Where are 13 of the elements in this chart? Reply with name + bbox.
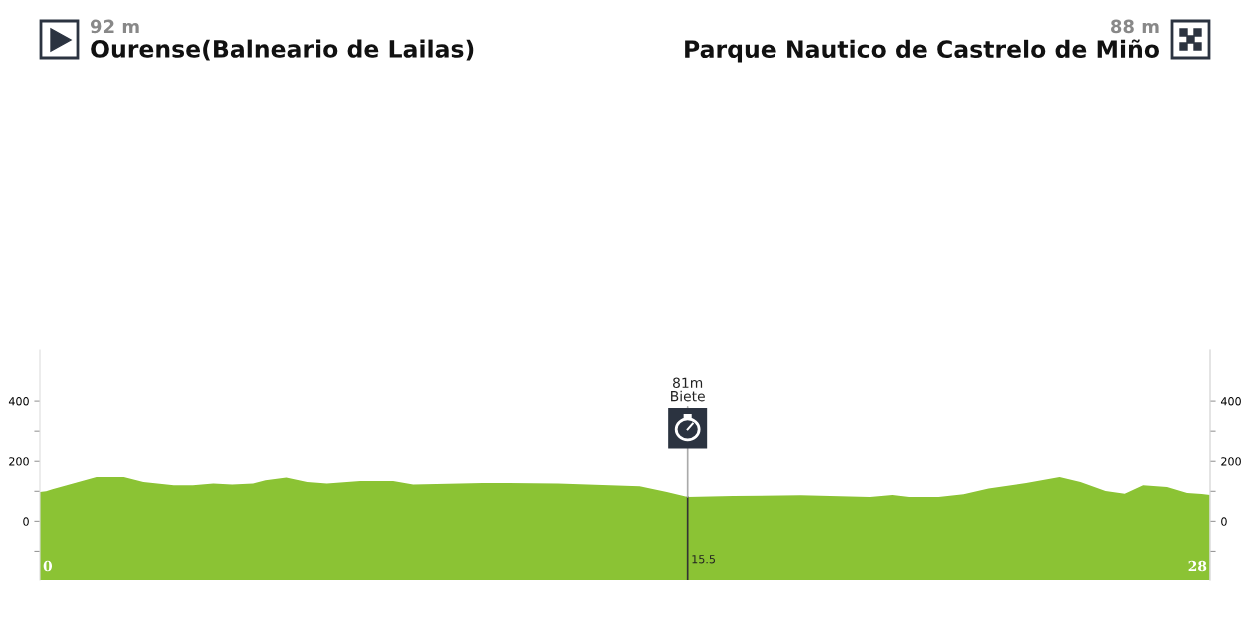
y-tick-label: 400: [8, 397, 29, 406]
text: Ourense(Balneario de Lailas): [91, 39, 474, 61]
text: 88 m: [1111, 19, 1159, 34]
y2-tick-label: 0: [1221, 517, 1227, 526]
annotation: 81m Biete: [671, 377, 705, 402]
y2-tick-label: 400: [1220, 397, 1241, 406]
x-tick-label: 28: [1188, 560, 1207, 572]
y-tick-label: 0: [23, 517, 29, 526]
y-tick-label: 200: [9, 457, 29, 466]
ref-line-label: 15.5: [692, 555, 715, 564]
text: 92 m: [90, 19, 139, 34]
text: Parque Nautico de Castrelo de Miño: [685, 39, 1159, 63]
y2-tick-label: 200: [1221, 457, 1241, 466]
